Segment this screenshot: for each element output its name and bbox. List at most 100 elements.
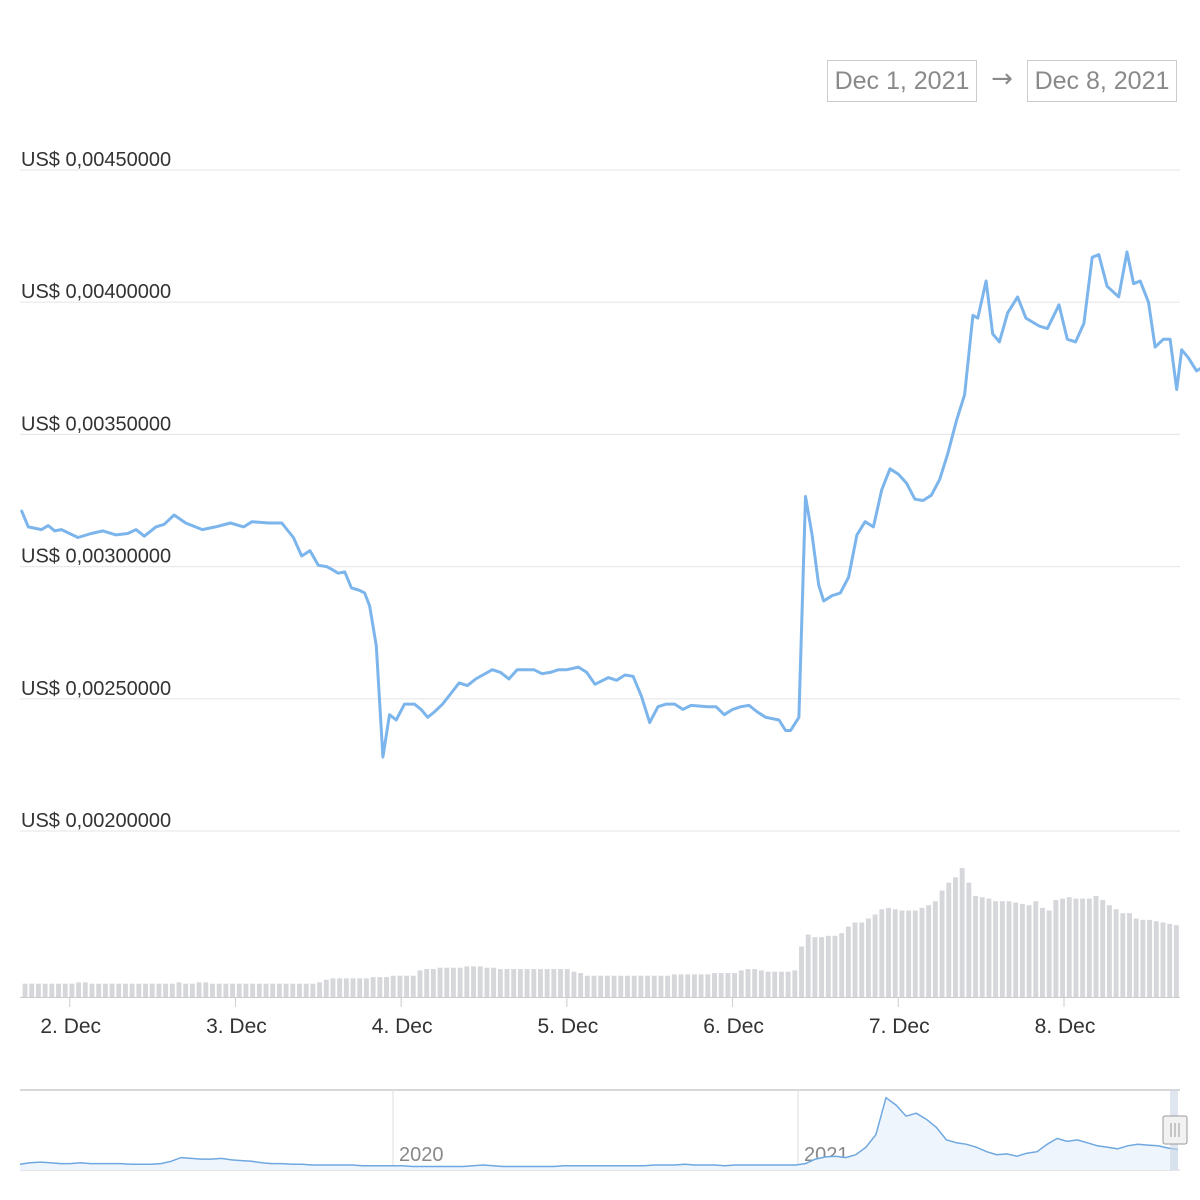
volume-bar — [611, 975, 617, 997]
volume-bar — [752, 969, 758, 997]
volume-bar — [377, 977, 383, 997]
volume-bar — [819, 937, 825, 997]
volume-bar — [1173, 925, 1179, 997]
volume-bar — [437, 967, 443, 997]
volume-bar — [1153, 921, 1159, 997]
volume-bar — [1106, 905, 1112, 997]
volume-bar — [497, 969, 503, 997]
volume-bar — [805, 934, 811, 997]
x-tick-label: 6. Dec — [703, 1015, 764, 1038]
volume-bar — [62, 983, 68, 997]
y-axis-labels: US$ 0,00450000 US$ 0,00400000 US$ 0,003500… — [21, 149, 171, 832]
volume-bar — [799, 946, 804, 997]
volume-bar — [143, 983, 148, 997]
range-to-input[interactable]: Dec 8, 2021 — [1027, 60, 1177, 102]
volume-bar — [29, 983, 35, 997]
volume-bar — [1100, 899, 1106, 997]
volume-bar — [772, 971, 778, 997]
volume-bar — [76, 982, 82, 997]
volume-bar — [297, 983, 302, 997]
volume-bar — [203, 982, 209, 997]
volume-bar — [785, 971, 791, 997]
volume-bar — [926, 905, 932, 997]
x-tick-label: 3. Dec — [206, 1015, 267, 1038]
volume-bar — [330, 978, 336, 997]
volume-bar — [892, 909, 898, 997]
volume-bar — [1006, 901, 1012, 997]
volume-bar — [705, 974, 711, 997]
volume-bar — [939, 890, 945, 997]
volume-bar — [812, 937, 818, 997]
volume-bar — [698, 974, 704, 997]
navigator-area — [20, 1097, 1178, 1170]
volume-bar — [397, 975, 403, 997]
volume-bar — [183, 983, 189, 997]
volume-bar — [276, 983, 282, 997]
volume-bar — [49, 983, 55, 997]
volume-bar — [337, 978, 343, 997]
volume-bar — [872, 914, 878, 997]
range-from-input[interactable]: Dec 1, 2021 — [827, 60, 977, 102]
volume-bar — [363, 978, 369, 997]
x-tick-label: 2. Dec — [40, 1015, 101, 1038]
volume-bar — [236, 983, 242, 997]
volume-bar — [571, 971, 577, 997]
volume-bar — [1133, 918, 1139, 997]
volume-bar — [638, 975, 644, 997]
volume-bar — [738, 970, 744, 997]
volume-bar — [343, 978, 349, 997]
volume-bar — [865, 918, 871, 997]
volume-bar — [310, 983, 316, 997]
volume-bar — [946, 882, 952, 997]
volume-bar — [564, 969, 570, 997]
volume-bar — [1086, 898, 1092, 997]
volume-bar — [765, 971, 771, 997]
volume-bar — [82, 982, 88, 997]
volume-bar — [210, 983, 215, 997]
volume-bar — [685, 974, 691, 997]
volume-bar — [123, 983, 128, 997]
volume-bar — [42, 983, 48, 997]
volume-bar — [250, 983, 256, 997]
volume-bars — [22, 867, 1179, 997]
volume-bar — [852, 922, 858, 997]
volume-bar — [1127, 913, 1132, 997]
volume-bar — [417, 970, 423, 997]
volume-bar — [69, 983, 75, 997]
volume-bar — [517, 969, 523, 997]
x-tick-label: 7. Dec — [869, 1015, 930, 1038]
volume-bar — [959, 867, 965, 997]
volume-bar — [986, 898, 992, 997]
range-arrow-icon: → — [991, 64, 1013, 94]
x-tick-label: 8. Dec — [1035, 1015, 1096, 1038]
navigator[interactable]: 2020 2021 — [19, 1089, 1188, 1171]
volume-bar — [1046, 910, 1052, 997]
volume-bar — [886, 907, 891, 997]
volume-bar — [778, 971, 784, 997]
volume-bar — [979, 897, 985, 997]
volume-bar — [491, 967, 497, 997]
volume-bar — [1140, 919, 1146, 997]
y-tick-label: US$ 0,00350000 — [21, 413, 171, 435]
y-tick-label: US$ 0,00200000 — [21, 810, 171, 832]
volume-bar — [404, 975, 410, 997]
volume-bar — [1019, 903, 1025, 997]
volume-bar — [129, 983, 135, 997]
volume-bar — [899, 910, 905, 997]
volume-bar — [966, 882, 972, 997]
volume-bar — [477, 966, 483, 997]
volume-bar — [651, 975, 657, 997]
volume-bar — [430, 969, 436, 997]
x-axis: 2. Dec 3. Dec 4. Dec 5. Dec 6. Dec 7. Dec 8. D… — [20, 997, 1180, 1038]
volume-bar — [825, 935, 831, 997]
volume-bar — [357, 978, 363, 997]
price-series — [20, 250, 1200, 759]
volume-bar — [973, 895, 978, 997]
volume-bar — [96, 983, 102, 997]
volume-bar — [450, 967, 456, 997]
volume-bar — [912, 910, 918, 997]
volume-bar — [1073, 898, 1079, 997]
volume-bar — [919, 907, 925, 997]
volume-bar — [845, 926, 851, 997]
